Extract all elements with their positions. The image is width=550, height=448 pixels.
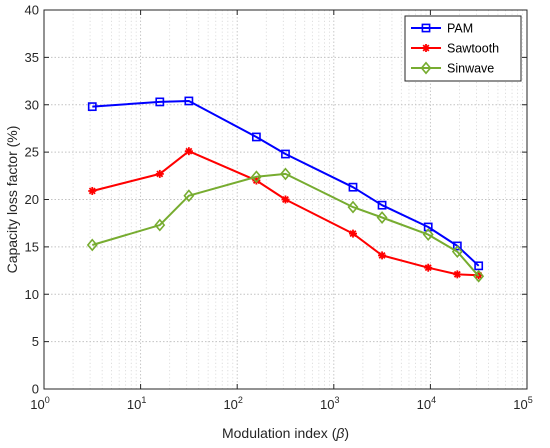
asterisk-center — [186, 148, 192, 154]
y-tick-label: 20 — [25, 192, 39, 207]
x-tick-label: 103 — [320, 395, 339, 412]
x-tick-exponent: 1 — [141, 395, 146, 405]
y-axis-title: Capacity loss factor (%) — [4, 126, 20, 274]
legend-entries: PAM Sawtooth Sinwave — [411, 22, 499, 76]
asterisk-center — [423, 45, 429, 51]
x-tick-label: 100 — [30, 395, 49, 412]
y-tick-label: 30 — [25, 97, 39, 112]
legend-item-sawtooth: Sawtooth — [411, 42, 499, 56]
diamond-marker — [422, 228, 434, 241]
x-tick-base: 10 — [513, 397, 527, 412]
x-tick-label: 102 — [223, 395, 242, 412]
diamond-marker — [376, 211, 388, 224]
x-axis-title-prefix: Modulation index ( — [222, 425, 337, 441]
diamond-marker — [347, 200, 359, 214]
legend: PAM Sawtooth Sinwave — [404, 15, 522, 82]
x-axis-title-symbol: β — [335, 425, 344, 441]
y-tick-label: 40 — [25, 3, 39, 18]
x-tick-label: 104 — [417, 395, 436, 412]
x-tick-base: 10 — [223, 397, 237, 412]
legend-item-pam: PAM — [411, 22, 473, 36]
x-tick-label: 101 — [127, 395, 146, 412]
square-marker — [87, 102, 97, 112]
asterisk-center — [157, 171, 162, 177]
diamond-marker — [451, 245, 463, 259]
asterisk-marker — [378, 251, 387, 260]
square-marker — [474, 261, 484, 271]
y-tick-label: 35 — [25, 50, 39, 65]
asterisk-marker — [88, 186, 97, 195]
diamond-marker — [473, 269, 485, 283]
series-sinwave — [86, 167, 485, 283]
y-tick-label: 5 — [32, 334, 39, 349]
asterisk-marker — [422, 44, 430, 52]
asterisk-marker — [184, 147, 193, 156]
x-tick-base: 10 — [417, 397, 431, 412]
asterisk-center — [426, 265, 431, 270]
axes — [43, 9, 528, 390]
square-marker — [281, 149, 290, 159]
x-tick-base: 10 — [30, 397, 44, 412]
diamond-marker — [154, 218, 166, 232]
square-marker — [348, 182, 358, 192]
diamond-marker — [86, 238, 98, 252]
x-tick-exponent: 5 — [528, 395, 533, 405]
y-tick-label: 15 — [25, 239, 39, 254]
x-tick-label: 105 — [513, 395, 532, 412]
asterisk-center — [455, 272, 460, 277]
square-marker — [377, 200, 387, 210]
asterisk-center — [90, 188, 95, 194]
diamond-marker — [183, 189, 195, 203]
series-line-sawtooth — [92, 150, 479, 277]
legend-label: Sinwave — [447, 62, 494, 76]
x-tick-base: 10 — [127, 397, 141, 412]
legend-label: PAM — [447, 22, 473, 36]
asterisk-marker — [453, 270, 462, 279]
x-tick-exponent: 2 — [238, 395, 243, 405]
series-line-pam — [92, 100, 480, 267]
asterisk-center — [379, 253, 385, 258]
asterisk-marker — [155, 169, 164, 178]
asterisk-marker — [348, 229, 357, 238]
asterisk-marker — [281, 195, 290, 204]
asterisk-marker — [424, 263, 433, 272]
y-tick-label: 0 — [32, 382, 39, 397]
square-marker — [421, 23, 431, 33]
y-tick-label: 10 — [25, 287, 39, 302]
series-line-sinwave — [92, 172, 480, 277]
x-tick-base: 10 — [320, 397, 334, 412]
diamond-marker — [250, 170, 262, 184]
asterisk-center — [283, 197, 288, 202]
x-axis-title-suffix: ) — [344, 425, 349, 441]
asterisk-center — [350, 231, 356, 236]
square-marker — [452, 241, 462, 251]
square-marker — [184, 96, 194, 106]
x-tick-exponent: 4 — [431, 395, 436, 405]
x-tick-exponent: 0 — [45, 395, 50, 405]
data-series — [86, 96, 485, 283]
y-tick-label: 25 — [25, 145, 39, 160]
x-tick-exponent: 3 — [335, 395, 340, 405]
square-marker — [251, 132, 261, 142]
legend-item-sinwave: Sinwave — [411, 62, 494, 76]
square-marker — [155, 97, 165, 107]
x-axis-title: Modulation index (β) — [222, 425, 349, 441]
diamond-marker — [420, 61, 432, 75]
diamond-marker — [280, 167, 291, 181]
legend-label: Sawtooth — [447, 42, 499, 56]
